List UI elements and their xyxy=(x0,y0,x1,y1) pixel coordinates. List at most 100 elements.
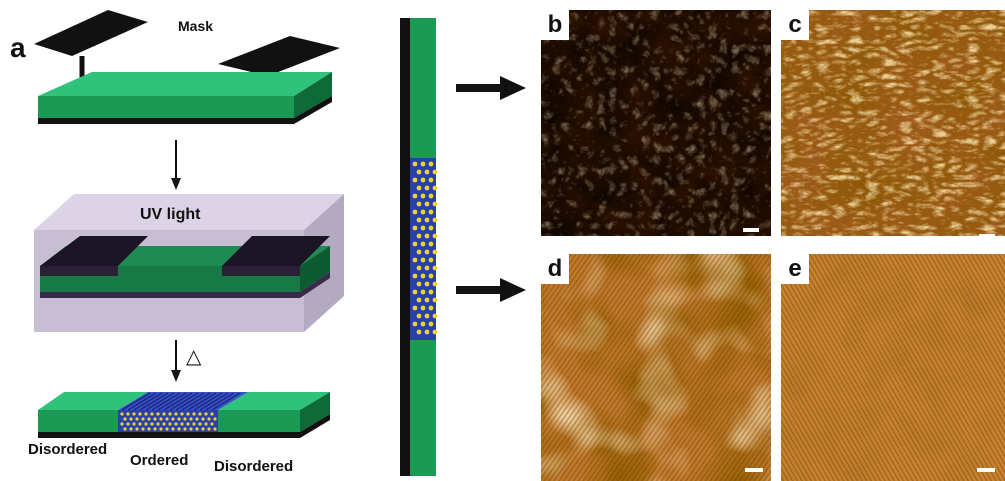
ordered-dot xyxy=(159,417,163,421)
mask-label: Mask xyxy=(178,18,214,34)
ordered-dot xyxy=(174,422,178,426)
ordered-dot xyxy=(144,412,148,416)
ordered-dot xyxy=(201,427,205,431)
strip-dot xyxy=(432,185,438,191)
ordered-dot xyxy=(147,427,151,431)
ordered-stripe xyxy=(157,392,187,411)
strip-dot xyxy=(412,241,418,247)
strip-dot xyxy=(420,177,426,183)
strip-dot xyxy=(428,257,434,263)
strip-dot xyxy=(432,233,438,239)
strip-dot xyxy=(420,161,426,167)
ordered-dot xyxy=(156,412,160,416)
strip-dot xyxy=(416,217,422,223)
strip-dot xyxy=(416,201,422,207)
ordered-stripe xyxy=(187,392,217,411)
ordered-dot xyxy=(201,417,205,421)
strip-dot xyxy=(424,185,430,191)
strip-dot xyxy=(428,289,434,295)
ordered-dot xyxy=(180,422,184,426)
ordered-stripe xyxy=(121,392,151,411)
step-arrow-2-head xyxy=(171,370,181,382)
ordered-stripe xyxy=(199,392,229,411)
strip-dot xyxy=(424,233,430,239)
strip-dot xyxy=(420,289,426,295)
ordered-dot xyxy=(138,422,142,426)
strip-dot xyxy=(424,281,430,287)
strip-dot xyxy=(412,289,418,295)
ordered-dot xyxy=(159,427,163,431)
film-3-top-right xyxy=(218,392,330,410)
ordered-stripe xyxy=(133,392,163,411)
ordered-dot xyxy=(135,417,139,421)
strip-dot xyxy=(432,217,438,223)
film-3-front-left xyxy=(38,410,118,432)
afm-panel-d: d xyxy=(541,254,771,481)
ordered-dot xyxy=(132,422,136,426)
ordered-stripe xyxy=(193,392,223,411)
ordered-dots xyxy=(120,412,217,431)
afm-panel-b: b xyxy=(541,10,771,236)
strip-dot xyxy=(428,241,434,247)
strip-dot xyxy=(420,305,426,311)
strip-dot xyxy=(432,249,438,255)
ordered-stripe xyxy=(139,392,169,411)
strip-dot xyxy=(424,169,430,175)
ordered-dot xyxy=(213,417,217,421)
strip-dot xyxy=(412,225,418,231)
step-arrow-1-head xyxy=(171,178,181,190)
strip-dot xyxy=(428,161,434,167)
ordered-dot xyxy=(144,422,148,426)
ordered-stripe xyxy=(181,392,211,411)
strip-film-top xyxy=(410,18,436,158)
strip-dot xyxy=(428,273,434,279)
strip-dot xyxy=(428,209,434,215)
strip-dot xyxy=(416,169,422,175)
strip-dot xyxy=(432,201,438,207)
afm-image-b xyxy=(541,10,771,236)
strip-dot xyxy=(424,217,430,223)
ordered-dot xyxy=(120,412,124,416)
ordered-dot xyxy=(165,427,169,431)
ordered-dot xyxy=(177,417,181,421)
strip-dot xyxy=(432,265,438,271)
strip-dot xyxy=(428,321,434,327)
ordered-dot xyxy=(141,417,145,421)
strip-dot xyxy=(412,193,418,199)
heat-symbol: △ xyxy=(186,346,202,368)
ordered-dot xyxy=(198,422,202,426)
ordered-dot xyxy=(153,417,157,421)
strip-dot xyxy=(416,281,422,287)
ordered-stripe xyxy=(169,392,199,411)
ordered-dot xyxy=(186,412,190,416)
strip-dot xyxy=(432,313,438,319)
strip-dot xyxy=(416,313,422,319)
panel-label-a: a xyxy=(10,32,26,63)
ordered-dot xyxy=(138,412,142,416)
ordered-dot xyxy=(192,422,196,426)
ordered-dot xyxy=(132,412,136,416)
ordered-dot xyxy=(135,427,139,431)
strip-dot xyxy=(432,169,438,175)
strip-dot xyxy=(412,257,418,263)
ordered-dot xyxy=(207,427,211,431)
film-3-front-right xyxy=(218,410,300,432)
strip-dot xyxy=(424,329,430,335)
strip-dot xyxy=(412,161,418,167)
scale-bar-c xyxy=(979,234,995,236)
strip-dot xyxy=(424,201,430,207)
mask-on-film-left-front xyxy=(40,266,118,276)
ordered-dot xyxy=(180,412,184,416)
strip-dot xyxy=(420,273,426,279)
ordered-dot xyxy=(147,417,151,421)
ordered-dot xyxy=(183,427,187,431)
ordered-dot xyxy=(195,427,199,431)
ordered-dot xyxy=(204,412,208,416)
strip-dot xyxy=(428,305,434,311)
ordered-dot xyxy=(192,412,196,416)
afm-image-c xyxy=(781,10,1005,236)
ordered-dot xyxy=(153,427,157,431)
scale-bar-b xyxy=(743,228,759,232)
film-side xyxy=(294,72,332,118)
mask-left xyxy=(34,10,148,56)
